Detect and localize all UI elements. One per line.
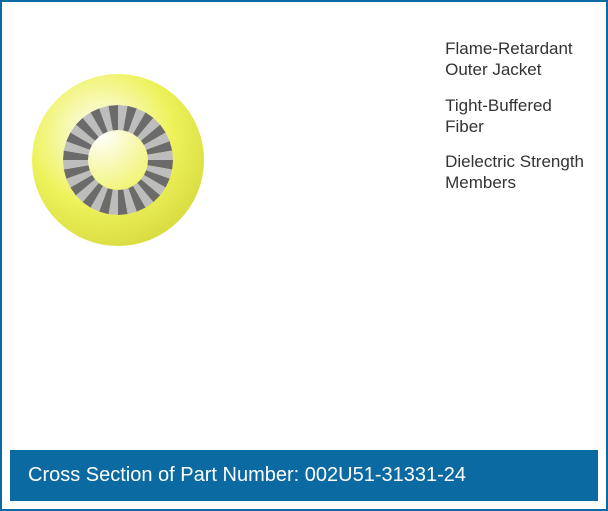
label-outer-jacket: Flame-RetardantOuter Jacket	[445, 38, 584, 81]
label-tight-buffered: Tight-BufferedFiber	[445, 95, 584, 138]
diagram-canvas: Flame-RetardantOuter Jacket Tight-Buffer…	[10, 10, 598, 450]
label-dielectric: Dielectric StrengthMembers	[445, 151, 584, 194]
caption-bar: Cross Section of Part Number: 002U51-313…	[10, 450, 598, 501]
diagram-frame: Flame-RetardantOuter Jacket Tight-Buffer…	[0, 0, 608, 511]
callout-labels: Flame-RetardantOuter Jacket Tight-Buffer…	[445, 38, 584, 208]
